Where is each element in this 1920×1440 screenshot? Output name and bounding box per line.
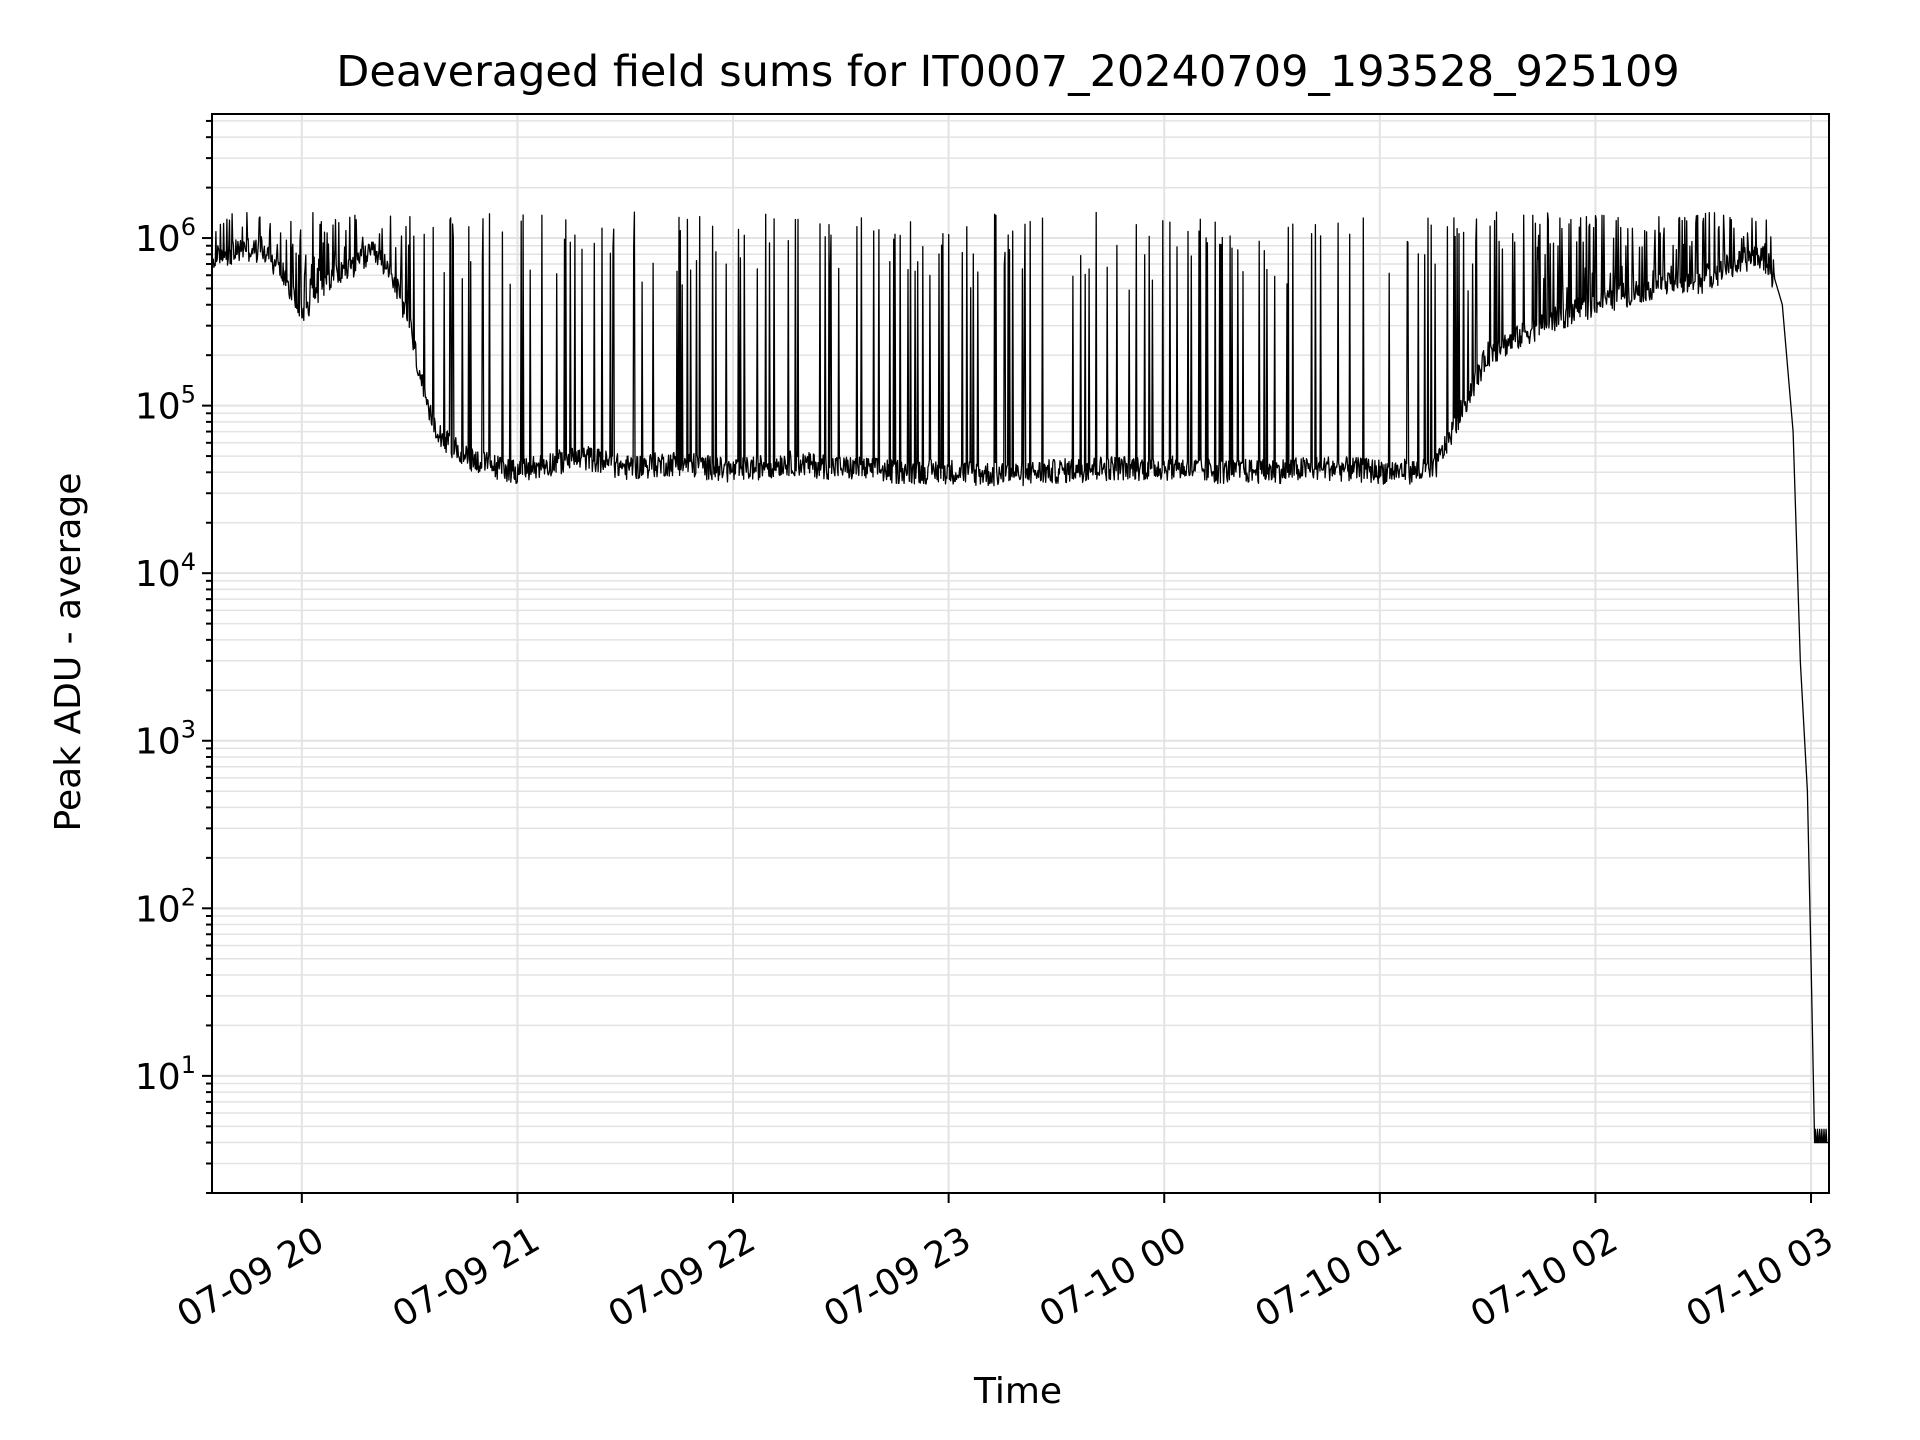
y-axis: 101 102 103 104 105 106 bbox=[135, 119, 212, 1194]
y-axis-label: Peak ADU - average bbox=[48, 473, 89, 832]
y-tick-label: 105 bbox=[135, 381, 196, 428]
x-axis: 07-09 20 07-09 21 07-09 22 07-09 23 07-10 00… bbox=[170, 1193, 1840, 1336]
y-tick-label: 102 bbox=[135, 883, 196, 930]
y-tick-label: 104 bbox=[135, 548, 196, 595]
y-tick-label: 101 bbox=[135, 1051, 196, 1098]
series-line bbox=[212, 211, 1829, 1144]
y-tick-label: 103 bbox=[135, 716, 196, 763]
y-tick-label: 106 bbox=[135, 213, 196, 260]
x-tick-label: 07-09 23 bbox=[817, 1219, 978, 1335]
x-tick-label: 07-10 02 bbox=[1464, 1219, 1625, 1335]
x-tick-label: 07-09 21 bbox=[386, 1219, 547, 1335]
x-tick-label: 07-10 03 bbox=[1680, 1219, 1841, 1335]
series-layer bbox=[212, 211, 1829, 1144]
grid bbox=[212, 114, 1829, 1194]
x-tick-label: 07-09 20 bbox=[170, 1219, 331, 1335]
x-axis-label: Time bbox=[973, 1371, 1062, 1412]
x-tick-label: 07-09 22 bbox=[602, 1219, 763, 1335]
x-tick-label: 07-10 00 bbox=[1033, 1219, 1194, 1335]
x-tick-label: 07-10 01 bbox=[1248, 1219, 1409, 1335]
plot-frame bbox=[211, 113, 1830, 1194]
chart-title: Deaveraged field sums for IT0007_2024070… bbox=[336, 47, 1679, 97]
